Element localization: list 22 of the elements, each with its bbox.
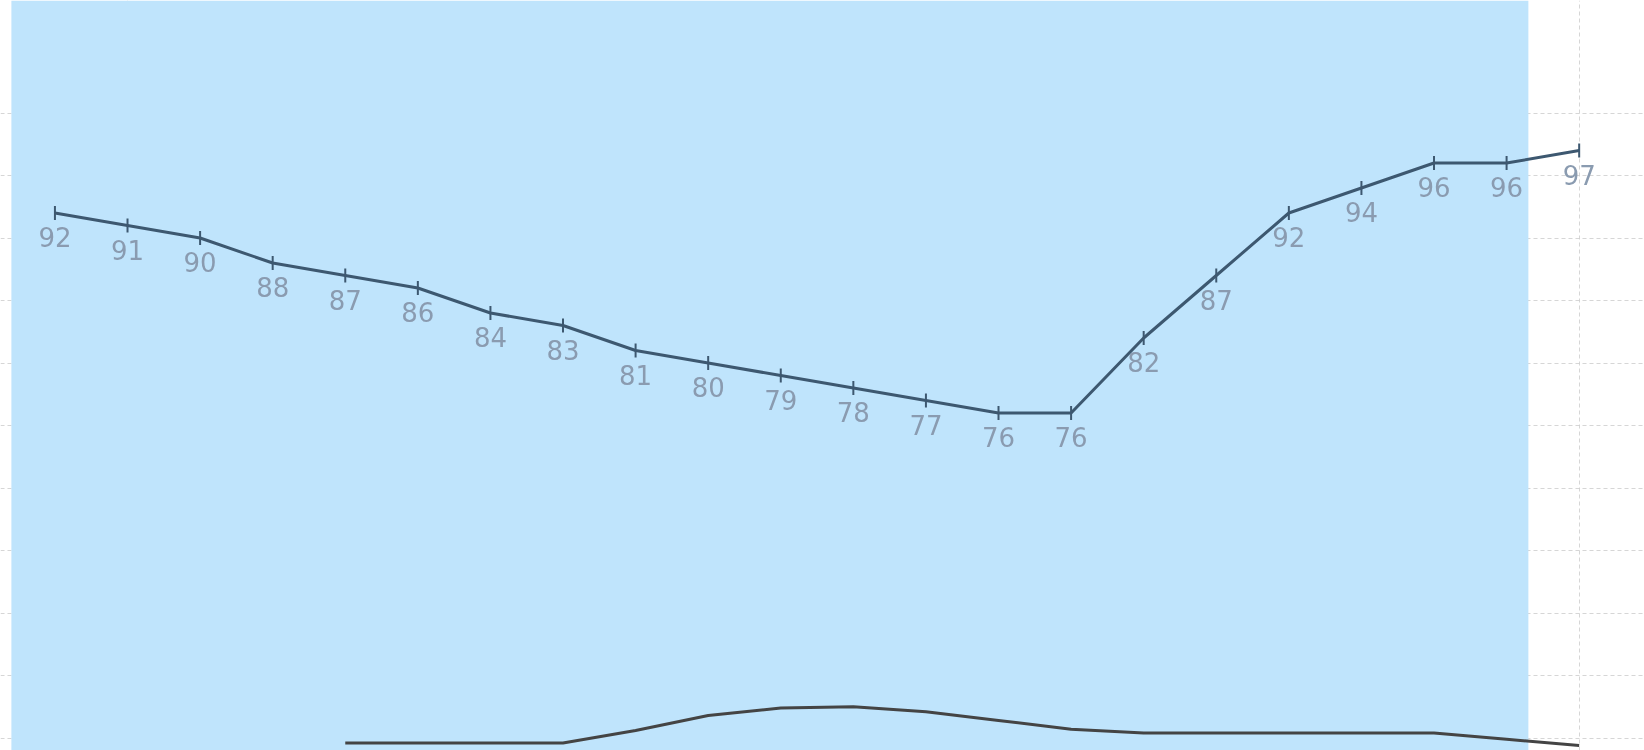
data-label: 78 bbox=[836, 398, 870, 428]
data-label: 94 bbox=[1344, 198, 1378, 228]
data-label: 77 bbox=[909, 410, 943, 441]
data-label: 76 bbox=[1054, 423, 1088, 453]
data-label: 86 bbox=[401, 298, 435, 328]
data-label: 84 bbox=[473, 323, 507, 353]
data-label: 96 bbox=[1417, 173, 1451, 203]
data-label: 92 bbox=[1272, 223, 1306, 253]
data-label: 96 bbox=[1490, 173, 1524, 203]
data-label: 79 bbox=[764, 385, 798, 416]
data-label: 76 bbox=[981, 423, 1016, 453]
data-label: 83 bbox=[546, 335, 580, 366]
data-label: 92 bbox=[38, 223, 72, 253]
data-label: 80 bbox=[691, 373, 725, 403]
data-label: 81 bbox=[619, 360, 653, 391]
data-label: 88 bbox=[256, 273, 290, 303]
data-label: 91 bbox=[110, 235, 145, 266]
data-label: 90 bbox=[183, 248, 217, 278]
data-label: 82 bbox=[1127, 348, 1161, 378]
data-label: 87 bbox=[1199, 285, 1233, 316]
data-label: 97 bbox=[1562, 160, 1596, 191]
data-label: 87 bbox=[328, 285, 362, 316]
